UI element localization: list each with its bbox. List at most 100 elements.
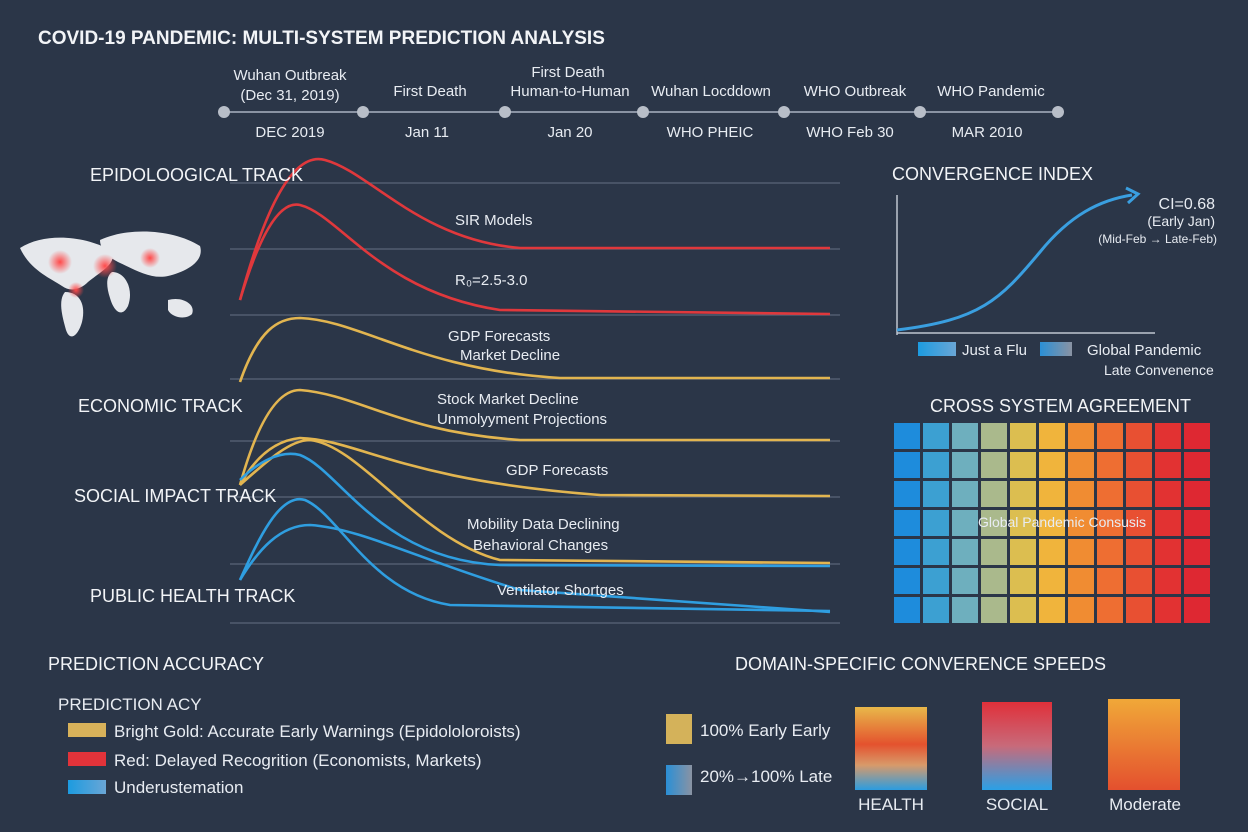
heat-cell <box>1155 481 1181 507</box>
legend-swatch <box>68 780 106 794</box>
legend-swatch <box>68 752 106 766</box>
heat-cell <box>952 568 978 594</box>
heat-cell <box>1155 423 1181 449</box>
continent <box>61 292 84 337</box>
heat-cell <box>1184 510 1210 536</box>
panel-title: CROSS SYSTEM AGREEMENT <box>930 396 1191 416</box>
timeline-dot <box>1052 106 1064 118</box>
heat-cell <box>1010 481 1036 507</box>
annotation: SIR Models <box>455 212 533 229</box>
world-map <box>20 231 201 337</box>
heat-cell <box>1068 539 1094 565</box>
hotspot <box>140 248 160 268</box>
curve <box>238 497 831 613</box>
annotation: GDP Forecasts <box>506 462 608 479</box>
heat-cell <box>1039 481 1065 507</box>
curve <box>238 388 830 486</box>
track-label: ECONOMIC TRACK <box>78 396 243 416</box>
heat-cell <box>981 452 1007 478</box>
legend-swatch <box>918 342 956 356</box>
heat-cell <box>1010 423 1036 449</box>
legend-label: 100% Early Early <box>700 721 831 740</box>
heat-cell <box>981 568 1007 594</box>
heat-cell <box>1126 597 1152 623</box>
speed-bar <box>982 702 1052 790</box>
heat-cell <box>1010 452 1036 478</box>
event-label: Wuhan Outbreak <box>233 67 347 84</box>
heat-cell <box>1126 568 1152 594</box>
legend-label: Red: Delayed Recogrition (Economists, Ma… <box>114 751 482 770</box>
heat-cell <box>894 423 920 449</box>
heat-cell <box>1039 539 1065 565</box>
event-label: WHO Pandemic <box>937 83 1045 100</box>
timeline-dot <box>914 106 926 118</box>
curves <box>238 157 831 614</box>
heat-cell <box>1097 423 1123 449</box>
timeline-dots <box>218 106 1064 118</box>
track-label: SOCIAL IMPACT TRACK <box>74 486 276 506</box>
legend-label: Bright Gold: Accurate Early Warnings (Ep… <box>114 722 521 741</box>
heat-cell <box>952 510 978 536</box>
track-labels: EPIDOLOOGICAL TRACK ECONOMIC TRACK SOCIA… <box>74 165 303 606</box>
curve <box>238 157 830 301</box>
heat-cell <box>1126 452 1152 478</box>
timeline-dot <box>778 106 790 118</box>
heatmap-label: Global Pandemic Consusis <box>978 514 1146 530</box>
heat-cell <box>981 597 1007 623</box>
heat-cell <box>1126 481 1152 507</box>
ci-value: CI=0.68 <box>1159 196 1216 213</box>
speed-bar <box>1108 699 1180 790</box>
annotation: Behavioral Changes <box>473 537 608 554</box>
heat-cell <box>1039 510 1065 536</box>
heat-cell <box>1039 568 1065 594</box>
timeline-labels: Wuhan Outbreak (Dec 31, 2019) First Deat… <box>233 64 1045 141</box>
track-label: EPIDOLOOGICAL TRACK <box>90 165 303 185</box>
annotations: SIR Models R₀=2.5-3.0 GDP Forecasts Mark… <box>437 212 624 599</box>
heat-cell <box>1068 423 1094 449</box>
heat-cell <box>1010 568 1036 594</box>
curve <box>239 452 831 568</box>
event-label: First Death <box>531 64 604 81</box>
heat-cell <box>981 481 1007 507</box>
timeline-dot <box>218 106 230 118</box>
curve <box>238 523 831 614</box>
heat-cell <box>952 423 978 449</box>
heat-cell <box>1097 597 1123 623</box>
heat-cell <box>923 568 949 594</box>
heat-cell <box>1184 423 1210 449</box>
event-date: WHO Feb 30 <box>806 124 894 141</box>
heat-cell <box>1039 452 1065 478</box>
ci-note: (Early Jan) <box>1147 213 1215 229</box>
event-label: (Dec 31, 2019) <box>240 87 339 104</box>
heat-cell <box>952 452 978 478</box>
annotation: GDP Forecasts <box>448 328 550 345</box>
legend-swatch <box>1040 342 1072 356</box>
heat-cell <box>1097 510 1123 536</box>
bar-label: HEALTH <box>858 795 924 814</box>
heat-cell <box>1184 481 1210 507</box>
annotation: Ventilator Shortges <box>497 582 624 599</box>
heat-cell <box>981 423 1007 449</box>
continent <box>107 272 131 313</box>
track-label: PUBLIC HEALTH TRACK <box>90 586 295 606</box>
heat-cell <box>1155 510 1181 536</box>
heat-cell <box>1068 452 1094 478</box>
heat-cell <box>952 539 978 565</box>
heat-cell <box>1184 597 1210 623</box>
heat-cell <box>1010 510 1036 536</box>
heat-cell <box>1068 597 1094 623</box>
timeline-dot <box>357 106 369 118</box>
annotation: Stock Market Decline <box>437 391 579 408</box>
section-title: PREDICTION ACCURACY <box>48 654 264 674</box>
heat-cell <box>1126 539 1152 565</box>
speed-bar <box>855 707 927 790</box>
annotation: Market Decline <box>460 347 560 364</box>
heat-cell <box>923 510 949 536</box>
heat-cell <box>894 481 920 507</box>
legend-swatch <box>666 765 692 795</box>
event-label: First Death <box>393 83 466 100</box>
heat-cell <box>1097 452 1123 478</box>
heat-cell <box>952 481 978 507</box>
heat-cell <box>894 510 920 536</box>
